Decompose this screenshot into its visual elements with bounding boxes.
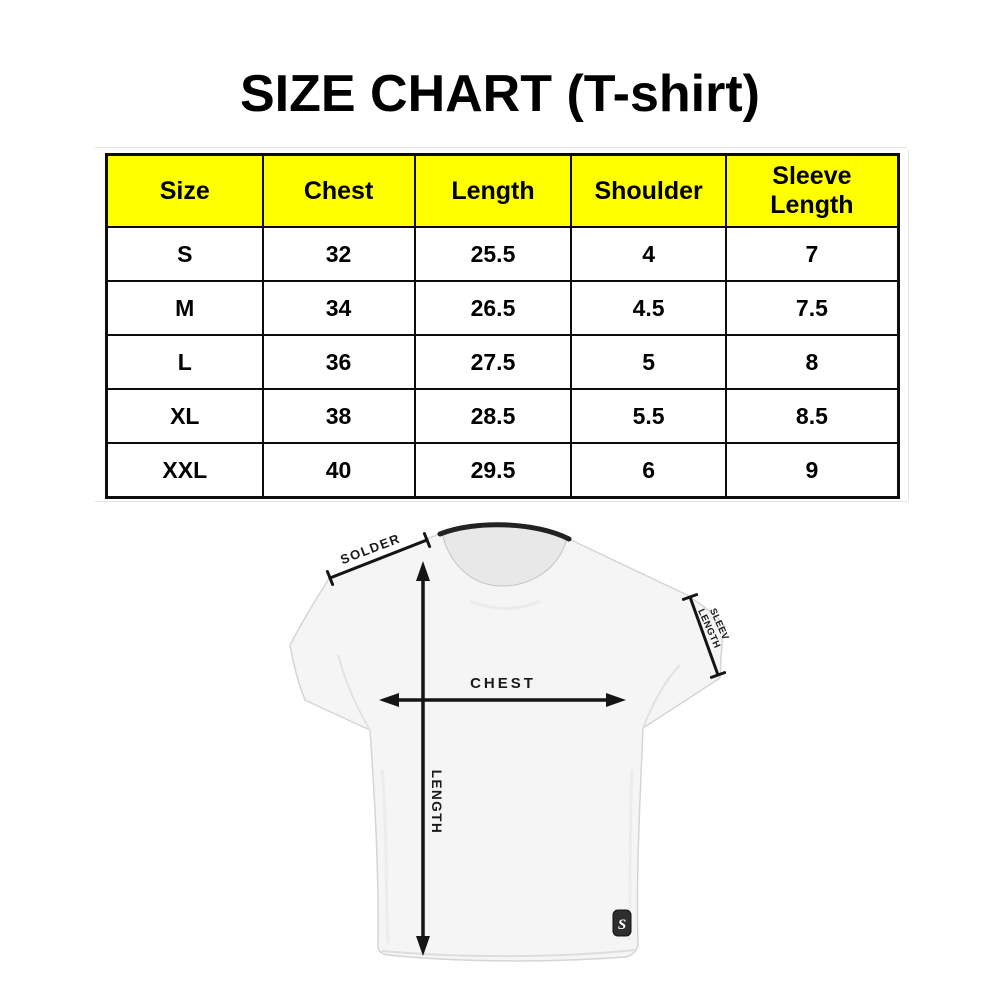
gridline-artifact [95,147,907,148]
table-row-xl: XL 38 28.5 5.5 8.5 [105,388,900,444]
chest-cell: 32 [261,226,416,282]
length-cell: 29.5 [413,442,573,499]
column-header-sleeve-length: Sleeve Length [724,153,900,228]
table-row-s: S 32 25.5 4 7 [105,226,900,282]
size-cell: S [105,226,264,282]
sleeve-length-cell: 7 [724,226,900,282]
length-arrow [416,561,430,956]
chest-cell: 34 [261,280,416,336]
tshirt-body [289,524,726,962]
sleeve-length-cell: 9 [724,442,900,499]
shoulder-cell: 4 [570,226,727,282]
gridline-artifact [908,150,909,502]
tshirt-measurement-diagram: S SOLDER LENGTH CHEST [289,522,730,962]
size-chart-table: Size Chest Length Shoulder Sleeve Length… [105,153,900,499]
chest-cell: 40 [261,442,416,499]
size-cell: XL [105,388,264,444]
sleeve-length-cell: 8.5 [724,388,900,444]
size-cell: L [105,334,264,390]
chest-arrow [379,693,626,707]
shading-line [642,664,681,729]
header-row: Size Chest Length Shoulder Sleeve Length [105,153,900,228]
shading-line [337,654,371,731]
table-row-xxl: XXL 40 29.5 6 9 [105,442,900,499]
size-cell: M [105,280,264,336]
sleeve-length-cell: 7.5 [724,280,900,336]
length-cell: 27.5 [413,334,573,390]
gridline-artifact [95,501,907,502]
chest-label: CHEST [470,675,536,692]
length-cell: 25.5 [413,226,573,282]
tshirt-graphic: S [289,522,726,962]
page-title: SIZE CHART (T-shirt) [240,65,760,123]
shoulder-cell: 4.5 [570,280,727,336]
chest-cell: 38 [261,388,416,444]
column-header-chest: Chest [261,153,416,228]
table-row-l: L 36 27.5 5 8 [105,334,900,390]
shoulder-cell: 6 [570,442,727,499]
collar [437,522,572,542]
sleeve-length-cell: 8 [724,334,900,390]
column-header-size: Size [105,153,264,228]
column-header-shoulder: Shoulder [570,153,727,228]
hem-line [381,949,635,958]
length-cell: 28.5 [413,388,573,444]
chest-cell: 36 [261,334,416,390]
length-cell: 26.5 [413,280,573,336]
brand-logo-letter: S [618,917,626,933]
shoulder-cell: 5.5 [570,388,727,444]
table-row-m: M 34 26.5 4.5 7.5 [105,280,900,336]
sleeve-dimension-line [681,593,727,679]
shading-line [469,599,541,610]
brand-logo: S [612,909,632,937]
shoulder-dimension-line [325,532,432,586]
length-label: LENGTH [429,770,444,835]
size-cell: XXL [105,442,264,499]
shading-line [380,769,390,944]
shoulder-cell: 5 [570,334,727,390]
column-header-length: Length [413,153,573,228]
